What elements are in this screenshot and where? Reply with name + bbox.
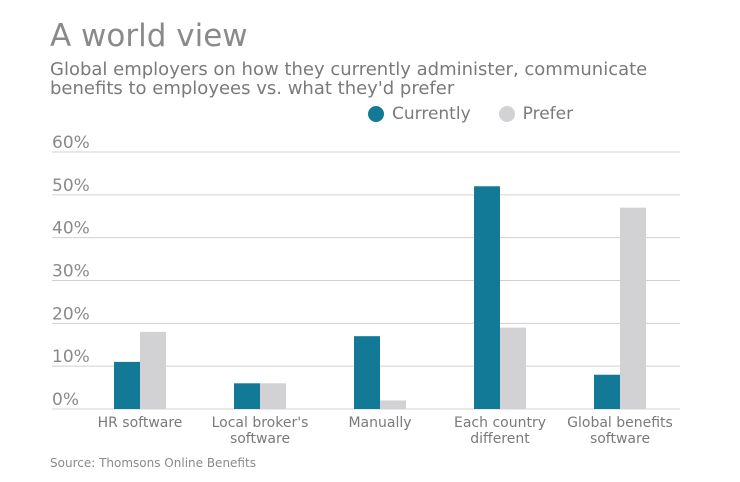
y-tick-label: 40% bbox=[52, 219, 90, 239]
y-tick-label: 60% bbox=[52, 133, 90, 153]
legend: Currently Prefer bbox=[368, 104, 601, 124]
legend-label-currently: Currently bbox=[392, 104, 471, 124]
legend-swatch-prefer bbox=[498, 106, 515, 122]
bar-currently bbox=[354, 336, 380, 409]
legend-label-prefer: Prefer bbox=[522, 104, 574, 124]
y-tick-label: 50% bbox=[52, 176, 90, 196]
legend-swatch-currently bbox=[368, 106, 384, 122]
chart-title: A world view bbox=[50, 18, 248, 54]
x-tick-label: Local broker's software bbox=[212, 415, 309, 447]
bar-currently bbox=[474, 186, 500, 409]
source-note: Source: Thomsons Online Benefits bbox=[50, 456, 256, 470]
bar-currently bbox=[234, 383, 260, 409]
x-tick-label: Manually bbox=[348, 415, 411, 431]
bar-prefer bbox=[500, 327, 526, 409]
bar-currently bbox=[114, 361, 140, 409]
y-tick-label: 0% bbox=[52, 390, 79, 410]
y-tick-label: 30% bbox=[52, 262, 90, 282]
y-tick-label: 10% bbox=[52, 347, 90, 367]
bar-prefer bbox=[140, 331, 166, 409]
bar-currently bbox=[594, 374, 620, 409]
bar-prefer bbox=[620, 207, 646, 409]
bar-prefer bbox=[260, 383, 286, 409]
x-tick-label: Global benefits software bbox=[567, 415, 673, 447]
x-tick-label: Each country different bbox=[454, 415, 546, 447]
y-tick-label: 20% bbox=[52, 304, 90, 324]
legend-item-prefer: Prefer bbox=[498, 104, 574, 124]
bar-prefer bbox=[380, 400, 406, 409]
x-tick-label: HR software bbox=[98, 415, 183, 431]
chart-subtitle: Global employers on how they currently a… bbox=[50, 59, 648, 99]
legend-item-currently: Currently bbox=[368, 104, 471, 124]
